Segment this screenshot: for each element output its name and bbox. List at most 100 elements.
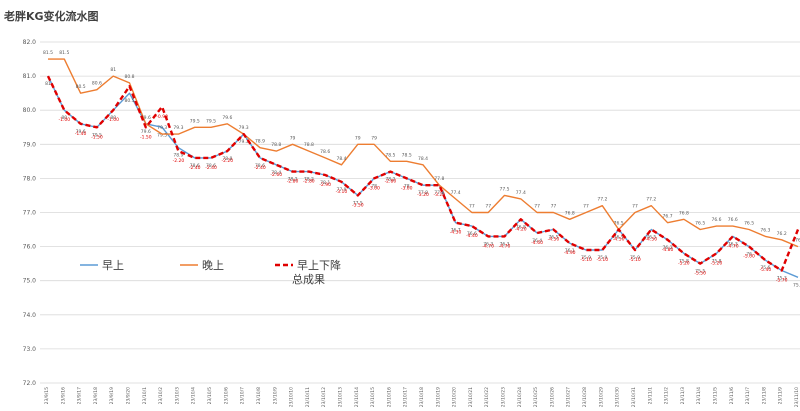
data-label-decline: -1.50 [91, 134, 103, 140]
y-tick-label: 75.0 [23, 278, 37, 285]
data-label-morning: 75.8 [679, 258, 689, 264]
data-label-evening: 77 [583, 204, 589, 210]
data-label-evening: 77 [632, 204, 638, 210]
data-label-decline: -5.20 [711, 260, 723, 266]
y-tick-label: 74.0 [23, 312, 37, 319]
data-label-evening: 77.4 [451, 190, 461, 196]
data-label-decline: -4.40 [466, 233, 478, 239]
data-label-evening: 78.5 [385, 152, 395, 158]
data-label-evening: 76.8 [565, 210, 575, 216]
data-label-morning: 75.1 [793, 282, 800, 288]
data-label-morning: 76.7 [451, 228, 461, 234]
data-label-decline: -4.60 [531, 240, 543, 246]
data-label-evening: 77 [469, 204, 475, 210]
data-label-evening: 78.6 [320, 149, 330, 155]
x-tick-label: 23/10/2 [158, 387, 164, 404]
data-label-decline: -2.80 [385, 179, 397, 185]
x-tick-label: 23/10/20 [452, 387, 458, 407]
data-label-morning: 76.3 [728, 241, 738, 247]
data-label-evening: 77.2 [597, 197, 607, 203]
data-label-evening: 76.3 [760, 227, 770, 233]
data-label-decline: -2.20 [173, 158, 185, 164]
data-label-decline: -3.00 [401, 185, 413, 191]
y-tick-label: 78.0 [23, 175, 37, 182]
y-tick-label: 72.0 [23, 380, 37, 387]
data-label-decline: -3.20 [433, 192, 445, 198]
data-label-morning: 78.2 [385, 177, 395, 183]
data-label-morning: 78.9 [173, 153, 183, 159]
data-label-morning: 78.2 [288, 177, 298, 183]
x-tick-label: 23/10/17 [403, 387, 409, 407]
data-label-evening: 79.6 [222, 115, 232, 121]
data-label-morning: 76.5 [548, 235, 558, 241]
x-tick-label: 23/10/29 [598, 387, 604, 407]
data-label-evening: 76.5 [614, 221, 624, 227]
data-label-evening: 77.8 [434, 176, 444, 182]
x-tick-label: 23/11/9 [778, 387, 784, 404]
data-label-evening: 81 [110, 67, 116, 73]
data-label-morning: 79.5 [92, 132, 102, 138]
x-tick-label: 23/10/13 [337, 387, 343, 407]
data-label-decline: -5.00 [743, 254, 755, 260]
data-label-evening: 79.5 [190, 118, 200, 124]
data-label-evening: 80.6 [92, 81, 102, 87]
data-label-decline: -4.70 [499, 243, 511, 249]
series-line-evening [48, 58, 799, 248]
data-label-evening: 80.8 [125, 74, 135, 80]
data-label-decline: -2.80 [303, 179, 315, 185]
data-label-morning: 76.3 [483, 241, 493, 247]
data-label-decline: -4.50 [613, 237, 625, 243]
data-label-morning: 78.6 [190, 163, 200, 169]
data-label-decline: -4.50 [645, 237, 657, 243]
data-label-decline: -5.10 [629, 257, 641, 263]
data-label-evening: 77 [534, 204, 540, 210]
data-label-decline: -3.20 [417, 192, 429, 198]
data-label-morning: 79.3 [239, 139, 249, 145]
y-tick-label: 79.0 [23, 141, 37, 148]
data-label-decline: -2.20 [222, 158, 234, 164]
x-tick-label: 23/10/7 [240, 387, 246, 404]
data-label-decline: -4.80 [662, 247, 674, 253]
x-tick-label: 23/10/11 [305, 387, 311, 407]
x-tick-label: 23/10/27 [566, 387, 572, 407]
data-label-evening: 79 [371, 135, 377, 141]
data-label-morning: 76 [746, 252, 752, 258]
x-tick-label: 23/9/20 [126, 387, 132, 404]
data-label-evening: 76.5 [695, 221, 705, 227]
x-tick-label: 23/10/31 [631, 387, 637, 407]
data-label-evening: 79.3 [157, 125, 167, 131]
data-label-evening: 78.9 [255, 139, 265, 145]
x-tick-label: 23/11/10 [794, 387, 800, 407]
x-tick-label: 23/10/18 [419, 387, 425, 407]
data-label-morning: 78.2 [304, 177, 314, 183]
data-label-decline: -5.20 [678, 260, 690, 266]
data-label-evening: 81.5 [59, 50, 69, 56]
data-label-evening: 80.5 [76, 84, 86, 90]
data-label-evening: 76.2 [777, 231, 787, 237]
x-tick-label: 23/10/23 [501, 387, 507, 407]
data-label-morning: 80 [61, 115, 67, 121]
data-label-morning: 75.8 [711, 258, 721, 264]
data-label-evening: 76 [795, 238, 800, 244]
data-label-decline: -5.10 [580, 257, 592, 263]
x-tick-label: 23/10/12 [321, 387, 327, 407]
x-tick-label: 23/11/2 [664, 387, 670, 404]
x-tick-label: 23/9/16 [60, 387, 66, 404]
data-label-morning: 76.8 [516, 224, 526, 230]
data-label-decline: -4.70 [482, 243, 494, 249]
data-label-morning: 78.4 [271, 170, 281, 176]
data-label-morning: 78.6 [255, 163, 265, 169]
data-label-evening: 78.4 [418, 156, 428, 162]
data-label-morning: 78.6 [206, 163, 216, 169]
data-label-evening: 77.2 [646, 197, 656, 203]
x-tick-label: 23/10/26 [549, 387, 555, 407]
data-label-morning: 80.5 [125, 98, 135, 104]
data-label-decline: -2.60 [270, 172, 282, 178]
data-label-decline: -5.40 [760, 267, 772, 273]
data-label-morning: 78.1 [320, 180, 330, 186]
data-label-evening: 76.7 [663, 214, 673, 220]
data-label-morning: 81 [45, 81, 51, 87]
data-label-decline: -4.90 [564, 250, 576, 256]
chart-title: 老胖KG变化流水图 [4, 10, 99, 23]
